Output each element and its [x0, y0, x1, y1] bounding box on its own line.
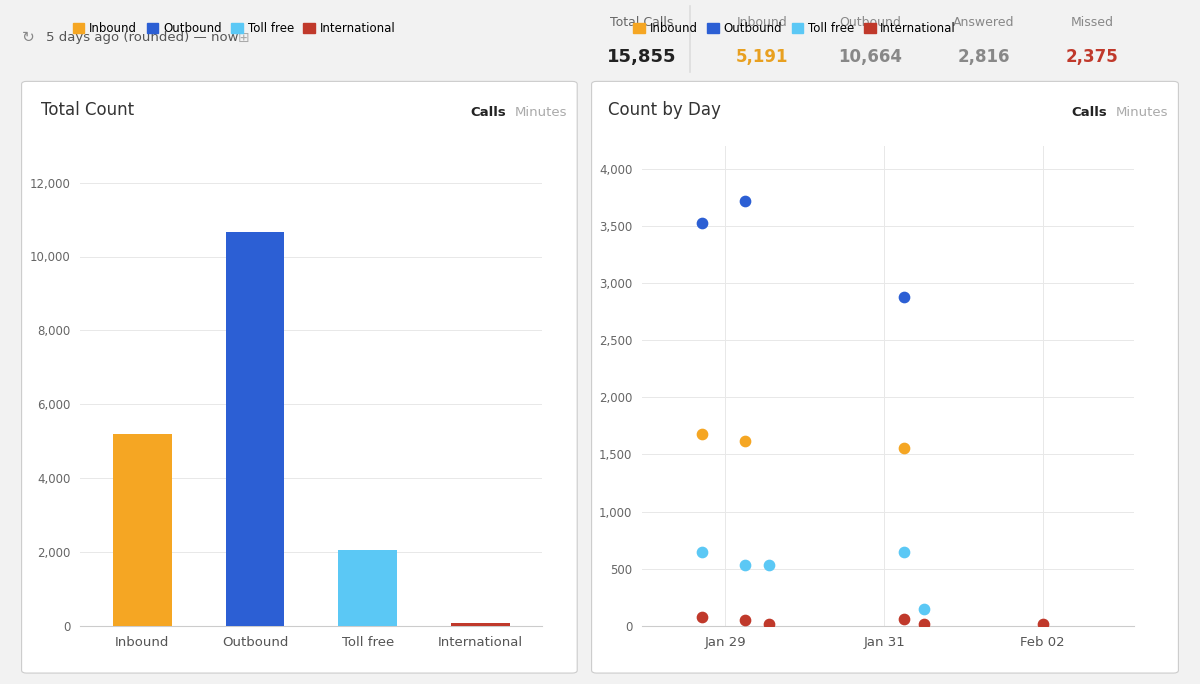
Point — [736, 614, 755, 625]
Text: Total Calls: Total Calls — [611, 16, 673, 29]
Point — [914, 603, 934, 614]
Text: Minutes: Minutes — [1116, 106, 1169, 120]
Text: Missed: Missed — [1070, 16, 1114, 29]
Point — [914, 618, 934, 629]
Text: 5 days ago (rounded) — now: 5 days ago (rounded) — now — [46, 31, 238, 44]
Bar — [338, 550, 397, 626]
Point — [760, 560, 779, 570]
Point — [736, 195, 755, 206]
Bar — [451, 623, 510, 626]
Text: Outbound: Outbound — [839, 16, 901, 29]
Text: 15,855: 15,855 — [607, 48, 677, 66]
Point — [692, 611, 712, 622]
Legend: Inbound, Outbound, Toll free, International: Inbound, Outbound, Toll free, Internatio… — [629, 17, 961, 40]
Legend: Inbound, Outbound, Toll free, International: Inbound, Outbound, Toll free, Internatio… — [68, 17, 401, 40]
Text: Count by Day: Count by Day — [608, 101, 721, 119]
Text: 2,375: 2,375 — [1066, 48, 1118, 66]
Point — [894, 546, 913, 557]
Point — [760, 618, 779, 629]
Text: 2,816: 2,816 — [958, 48, 1010, 66]
Bar — [113, 434, 172, 626]
Text: Calls: Calls — [1072, 106, 1108, 120]
Point — [1033, 618, 1052, 629]
Point — [894, 442, 913, 453]
Text: 5,191: 5,191 — [736, 48, 788, 66]
Text: Minutes: Minutes — [515, 106, 568, 120]
Point — [736, 435, 755, 446]
Point — [894, 291, 913, 302]
Point — [736, 560, 755, 570]
Text: 10,664: 10,664 — [838, 48, 902, 66]
Text: Inbound: Inbound — [737, 16, 787, 29]
Point — [692, 546, 712, 557]
Text: ⊞: ⊞ — [238, 31, 250, 44]
Text: Answered: Answered — [953, 16, 1015, 29]
Point — [692, 218, 712, 229]
Point — [894, 614, 913, 624]
Text: Calls: Calls — [470, 106, 506, 120]
Text: ↻: ↻ — [22, 30, 35, 45]
Text: Total Count: Total Count — [41, 101, 134, 119]
Point — [692, 428, 712, 439]
Bar — [226, 232, 284, 626]
